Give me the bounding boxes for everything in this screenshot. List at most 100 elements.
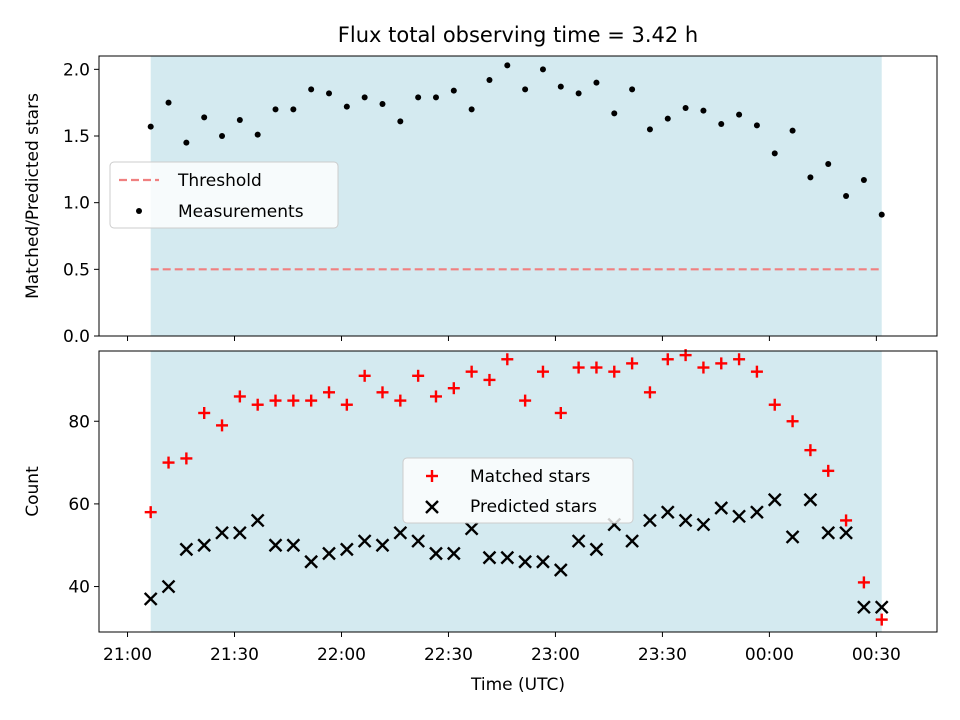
top-y-tick-label: 1.5 bbox=[63, 127, 90, 147]
matched-star-point bbox=[323, 386, 336, 399]
measurement-point bbox=[468, 106, 475, 113]
legend-predicted-label: Predicted stars bbox=[470, 497, 597, 517]
top-panel-frame bbox=[98, 55, 938, 337]
predicted-star-point bbox=[143, 592, 158, 606]
predicted-star-point bbox=[643, 513, 657, 528]
matched-star-point bbox=[429, 390, 442, 403]
measurement-point bbox=[878, 211, 885, 218]
top-y-axis-label: Matched/Predicted stars bbox=[23, 93, 43, 299]
measurement-point bbox=[432, 94, 439, 101]
matched-star-point bbox=[198, 406, 211, 419]
top-panel: 0.00.51.01.52.0 Matched/Predicted stars … bbox=[23, 55, 938, 347]
measurement-point bbox=[682, 105, 689, 111]
measurement-point bbox=[450, 87, 457, 94]
matched-star-point bbox=[733, 353, 746, 366]
x-tick-label: 00:00 bbox=[745, 645, 794, 665]
matched-star-point bbox=[840, 514, 853, 527]
bottom-y-ticks: 40 60 80 bbox=[68, 412, 99, 598]
bottom-y-tick-label: 80 bbox=[68, 412, 90, 432]
measurement-point bbox=[629, 86, 636, 93]
x-tick-label: 00:30 bbox=[852, 645, 901, 665]
predicted-star-point bbox=[589, 542, 604, 557]
matched-star-point bbox=[626, 357, 639, 370]
matched-star-point bbox=[412, 369, 425, 382]
measurement-point bbox=[254, 131, 261, 138]
predicted-star-point bbox=[767, 492, 782, 507]
measurement-point bbox=[504, 62, 511, 69]
measurement-point bbox=[343, 103, 350, 110]
measurement-point bbox=[753, 122, 760, 129]
measurement-point bbox=[326, 90, 333, 97]
predicted-star-point bbox=[429, 546, 443, 561]
top-y-ticks: 0.0 0.5 1.0 1.5 2.0 bbox=[63, 60, 99, 347]
predicted-star-point bbox=[696, 517, 711, 532]
x-tick-label: 22:00 bbox=[317, 645, 366, 665]
predicted-star-point bbox=[839, 525, 853, 540]
matched-star-point bbox=[786, 415, 799, 428]
measurement-point bbox=[219, 133, 226, 139]
predicted-star-point bbox=[660, 505, 675, 520]
top-legend-box bbox=[109, 161, 339, 229]
matched-star-point bbox=[483, 373, 496, 386]
predicted-star-point bbox=[785, 530, 800, 544]
predicted-star-point bbox=[393, 525, 408, 540]
bottom-panel: 40 60 80 21:00 21:30 22:00 22:30 23:00 23:30 00:… bbox=[23, 349, 938, 695]
measurement-point bbox=[183, 139, 190, 146]
measurement-point bbox=[718, 121, 725, 127]
bottom-x-ticks: 21:00 21:30 22:00 22:30 23:00 23:30 00:00 00:30 bbox=[103, 632, 901, 665]
measurement-point bbox=[557, 83, 564, 90]
top-y-tick-label: 1.0 bbox=[63, 194, 90, 214]
measurement-point bbox=[807, 174, 814, 181]
x-tick-label: 23:30 bbox=[638, 645, 687, 665]
predicted-star-point bbox=[179, 542, 194, 557]
predicted-star-point bbox=[518, 554, 532, 569]
predicted-star-point bbox=[286, 538, 301, 553]
predicted-star-point bbox=[714, 501, 729, 515]
predicted-star-point bbox=[571, 534, 586, 548]
predicted-star-point bbox=[553, 563, 568, 577]
matched-star-point bbox=[340, 398, 353, 411]
matched-star-point bbox=[447, 382, 460, 395]
legend-predicted-swatch bbox=[425, 500, 439, 514]
matched-star-point bbox=[305, 394, 318, 407]
measurement-point bbox=[825, 161, 832, 167]
matched-star-point bbox=[287, 394, 300, 407]
bottom-legend: Matched stars Predicted stars bbox=[402, 457, 634, 524]
matched-star-point bbox=[180, 452, 193, 465]
measurement-point bbox=[397, 118, 404, 125]
predicted-star-point bbox=[482, 550, 497, 565]
predicted-star-point bbox=[732, 509, 746, 524]
predicted-star-point bbox=[536, 554, 550, 569]
measurement-point bbox=[843, 193, 850, 199]
matched-star-point bbox=[661, 353, 674, 366]
predicted-star-point bbox=[446, 546, 461, 561]
predicted-star-point bbox=[874, 600, 889, 615]
predicted-star-point bbox=[750, 505, 764, 520]
predicted-star-point bbox=[304, 554, 319, 569]
matched-star-point bbox=[572, 361, 585, 374]
measurement-point bbox=[664, 115, 671, 122]
predicted-star-point bbox=[161, 579, 176, 594]
matched-star-point bbox=[875, 613, 888, 626]
measurement-point bbox=[290, 106, 297, 113]
measurement-point bbox=[415, 94, 422, 101]
predicted-star-point bbox=[411, 534, 426, 548]
predicted-star-point bbox=[268, 538, 283, 553]
matched-star-point bbox=[501, 353, 514, 366]
measurement-point bbox=[165, 99, 172, 106]
measurement-point bbox=[379, 101, 386, 107]
measurement-point bbox=[789, 127, 796, 134]
matched-star-point bbox=[358, 369, 371, 382]
measurement-point bbox=[236, 117, 243, 123]
measurement-point bbox=[700, 107, 707, 114]
predicted-star-point bbox=[375, 538, 390, 553]
measurement-point bbox=[147, 123, 154, 130]
legend-measurements-swatch bbox=[136, 208, 142, 214]
matched-star-point bbox=[554, 406, 567, 419]
matched-star-point bbox=[608, 365, 621, 378]
matched-star-point bbox=[857, 576, 870, 589]
top-y-tick-label: 0.0 bbox=[63, 327, 90, 347]
predicted-star-point bbox=[821, 525, 836, 540]
measurement-point bbox=[771, 150, 778, 157]
